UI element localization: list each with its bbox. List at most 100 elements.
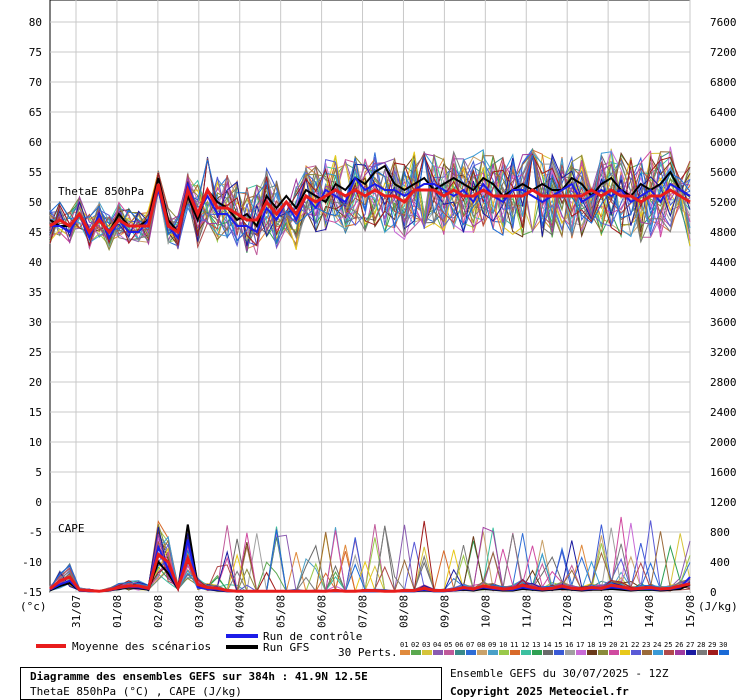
x-tick-label: 01/08 bbox=[111, 595, 124, 628]
left-tick-label: 40 bbox=[29, 256, 42, 269]
right-tick-label: 4000 bbox=[710, 286, 737, 299]
pert-color-swatch bbox=[477, 650, 487, 655]
right-tick-label: 1600 bbox=[710, 466, 737, 479]
pert-number-label: 26 bbox=[675, 641, 683, 649]
copyright: Copyright 2025 Meteociel.fr bbox=[450, 685, 629, 698]
pert-color-swatch bbox=[642, 650, 652, 655]
pert-number-label: 22 bbox=[631, 641, 639, 649]
right-tick-label: 2800 bbox=[710, 376, 737, 389]
pert-number-label: 19 bbox=[598, 641, 606, 649]
pert-color-swatch bbox=[444, 650, 454, 655]
pert-number-label: 03 bbox=[422, 641, 430, 649]
pert-number-label: 11 bbox=[510, 641, 518, 649]
title-box bbox=[20, 667, 442, 700]
pert-color-swatch bbox=[411, 650, 421, 655]
left-tick-label: -5 bbox=[29, 526, 42, 539]
pert-color-swatch bbox=[576, 650, 586, 655]
right-tick-label: 6000 bbox=[710, 136, 737, 149]
pert-number-label: 24 bbox=[653, 641, 661, 649]
pert-color-swatch bbox=[400, 650, 410, 655]
pert-number-label: 10 bbox=[499, 641, 507, 649]
legend-control-label: Run de contrôle bbox=[263, 630, 362, 643]
legend: Moyenne des scénarios Run de contrôle Ru… bbox=[36, 630, 729, 659]
right-tick-label: 3200 bbox=[710, 346, 737, 359]
right-tick-label: 2400 bbox=[710, 406, 737, 419]
pert-color-swatch bbox=[466, 650, 476, 655]
pert-color-swatch bbox=[620, 650, 630, 655]
thetae-mean-line bbox=[49, 183, 691, 235]
pert-number-label: 15 bbox=[554, 641, 562, 649]
right-tick-label: 6400 bbox=[710, 106, 737, 119]
pert-number-label: 25 bbox=[664, 641, 672, 649]
pert-number-label: 02 bbox=[411, 641, 419, 649]
series-group bbox=[49, 146, 691, 594]
left-tick-label: -10 bbox=[22, 556, 42, 569]
pert-color-swatch bbox=[565, 650, 575, 655]
pert-color-swatch bbox=[521, 650, 531, 655]
pert-number-label: 05 bbox=[444, 641, 452, 649]
right-tick-label: 4400 bbox=[710, 256, 737, 269]
x-tick-label: 12/08 bbox=[561, 595, 574, 628]
pert-number-label: 28 bbox=[697, 641, 705, 649]
x-axis-labels: 31/07 01/08 02/08 03/08 04/08 05/08 06/08 07/08… bbox=[70, 595, 697, 628]
pert-color-swatch bbox=[422, 650, 432, 655]
left-tick-label: 5 bbox=[35, 466, 42, 479]
pert-number-label: 23 bbox=[642, 641, 650, 649]
pert-color-swatch bbox=[455, 650, 465, 655]
pert-number-label: 08 bbox=[477, 641, 485, 649]
pert-number-label: 09 bbox=[488, 641, 496, 649]
chart-title: Diagramme des ensembles GEFS sur 384h : … bbox=[30, 670, 368, 683]
pert-color-swatch bbox=[587, 650, 597, 655]
left-tick-label: 20 bbox=[29, 376, 42, 389]
x-tick-label: 03/08 bbox=[193, 595, 206, 628]
left-tick-label: 10 bbox=[29, 436, 42, 449]
run-info: Ensemble GEFS du 30/07/2025 - 12Z bbox=[450, 667, 669, 680]
left-tick-label: 45 bbox=[29, 226, 42, 239]
x-tick-label: 08/08 bbox=[397, 595, 410, 628]
right-tick-label: 6800 bbox=[710, 76, 737, 89]
x-tick-label: 06/08 bbox=[316, 595, 329, 628]
pert-number-label: 21 bbox=[620, 641, 628, 649]
cape-series-label: CAPE bbox=[58, 522, 85, 535]
thetae-series-label: ThetaE 850hPa bbox=[58, 185, 144, 198]
pert-color-swatch bbox=[510, 650, 520, 655]
right-tick-label: 0 bbox=[710, 586, 717, 599]
pert-number-label: 07 bbox=[466, 641, 474, 649]
right-unit-label: (J/kg) bbox=[698, 600, 738, 613]
pert-color-swatch bbox=[697, 650, 707, 655]
pert-number-label: 16 bbox=[565, 641, 573, 649]
plot-area bbox=[49, 0, 691, 593]
right-tick-label: 7200 bbox=[710, 46, 737, 59]
perturbation-legend: 01 02 03 04 05 06 07 08 09 10 11 12 13 14 15 16 17 18 19 20… bbox=[400, 641, 729, 655]
x-tick-label: 02/08 bbox=[152, 595, 165, 628]
right-tick-label: 2000 bbox=[710, 436, 737, 449]
left-tick-label: 75 bbox=[29, 46, 42, 59]
right-tick-label: 400 bbox=[710, 556, 730, 569]
x-tick-label: 04/08 bbox=[234, 595, 247, 628]
pert-number-label: 04 bbox=[433, 641, 441, 649]
x-tick-label: 09/08 bbox=[438, 595, 451, 628]
pert-color-swatch bbox=[719, 650, 729, 655]
grid bbox=[49, 0, 691, 593]
x-tick-label: 05/08 bbox=[275, 595, 288, 628]
x-tick-label: 31/07 bbox=[70, 595, 83, 628]
right-tick-label: 800 bbox=[710, 526, 730, 539]
pert-color-swatch bbox=[433, 650, 443, 655]
left-tick-label: 15 bbox=[29, 406, 42, 419]
legend-perts-label: 30 Perts. bbox=[338, 646, 398, 659]
pert-color-swatch bbox=[543, 650, 553, 655]
pert-color-swatch bbox=[554, 650, 564, 655]
pert-color-swatch bbox=[631, 650, 641, 655]
left-tick-label: 25 bbox=[29, 346, 42, 359]
pert-color-swatch bbox=[499, 650, 509, 655]
left-tick-label: 50 bbox=[29, 196, 42, 209]
right-axis-ticks: 7600720068006400600056005200480044004000… bbox=[710, 16, 737, 599]
pert-number-label: 20 bbox=[609, 641, 617, 649]
pert-color-swatch bbox=[488, 650, 498, 655]
pert-number-label: 12 bbox=[521, 641, 529, 649]
pert-number-label: 30 bbox=[719, 641, 727, 649]
x-tick-label: 10/08 bbox=[479, 595, 492, 628]
pert-number-label: 27 bbox=[686, 641, 694, 649]
